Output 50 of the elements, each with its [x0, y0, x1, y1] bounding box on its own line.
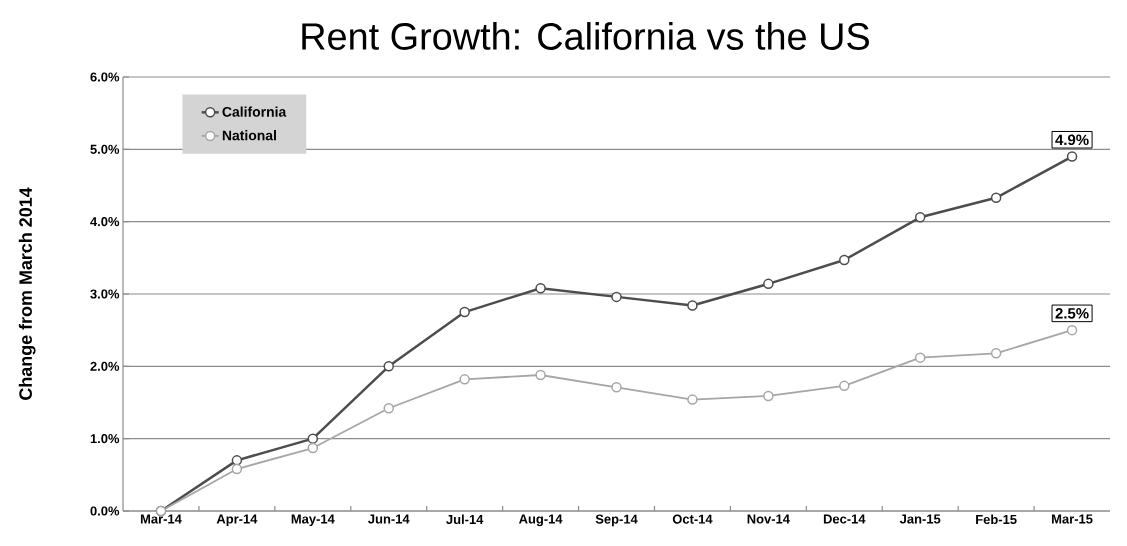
point	[839, 254, 850, 266]
y-tick-label: 3.0%	[90, 289, 120, 299]
y-tick-label: 6.0%	[90, 72, 120, 82]
y-tick-label: 5.0%	[90, 144, 120, 154]
x-tick-label: Mar-15	[1052, 514, 1093, 524]
point	[535, 369, 546, 381]
point	[914, 212, 926, 223]
point	[459, 374, 470, 385]
point	[839, 380, 850, 392]
x-tick-label: Nov-14	[747, 514, 790, 524]
y-tick-label: 1.0%	[90, 434, 120, 444]
point	[990, 192, 1002, 204]
point	[1066, 324, 1078, 336]
point	[914, 352, 926, 363]
y-tick-label: 0.0%	[90, 506, 120, 516]
legend-label: California	[222, 106, 287, 117]
y-tick-label: 4.0%	[90, 217, 120, 227]
x-tick-label: Oct-14	[672, 514, 713, 524]
x-tick-label: Jun-14	[368, 514, 410, 524]
point	[611, 382, 622, 393]
point	[459, 306, 470, 318]
point	[990, 348, 1002, 359]
data-label: 2.5%	[1055, 308, 1089, 319]
y-axis-title: Change from March 2014	[18, 187, 36, 400]
legend-label: National	[222, 130, 276, 141]
data-label: 4.9%	[1055, 134, 1089, 146]
point	[307, 442, 319, 454]
x-tick-label: Dec-14	[823, 514, 866, 524]
x-tick-label: Sep-14	[595, 514, 638, 527]
point	[231, 463, 243, 475]
x-tick-label: Jan-15	[899, 514, 941, 524]
x-tick-label: Aug-14	[518, 514, 563, 527]
point	[1066, 151, 1078, 162]
point	[763, 278, 774, 290]
point	[611, 291, 622, 303]
point	[231, 455, 243, 466]
x-tick-label: Jul-14	[446, 514, 484, 525]
point	[763, 390, 774, 402]
point	[687, 300, 698, 311]
point	[383, 403, 394, 414]
point	[535, 282, 546, 294]
y-tick-label: 2.0%	[90, 361, 120, 371]
x-tick-label: Mar-14	[140, 514, 182, 524]
x-tick-label: Apr-14	[216, 514, 258, 527]
chart-title: Rent Growth: California vs the US	[302, 22, 869, 50]
point	[383, 361, 394, 372]
x-tick-label: May-14	[291, 514, 335, 527]
x-tick-label: Feb-15	[976, 514, 1017, 525]
point	[307, 433, 319, 444]
point	[687, 394, 698, 405]
